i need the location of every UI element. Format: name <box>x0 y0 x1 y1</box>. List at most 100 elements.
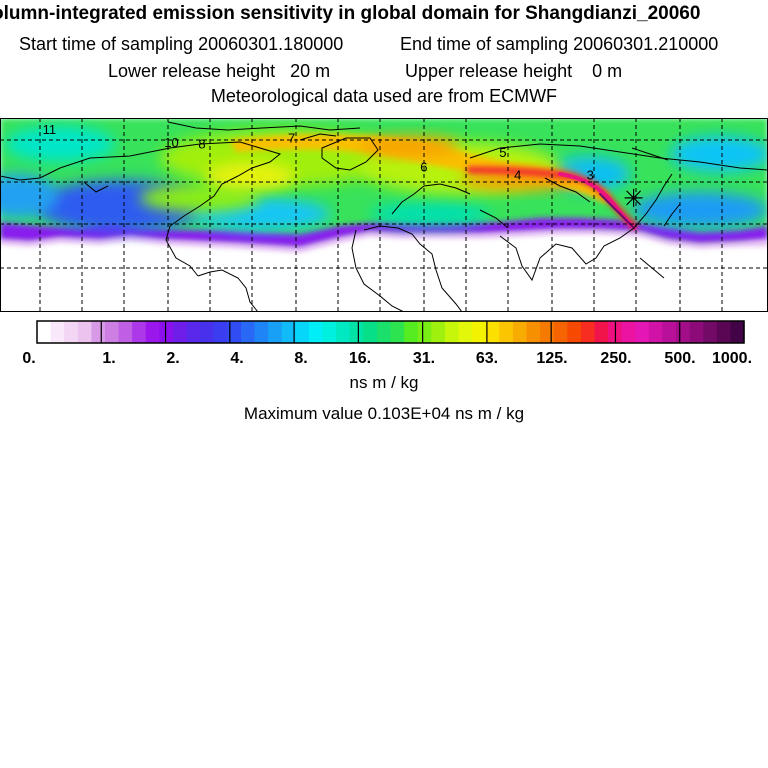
colorbar-cell <box>186 321 201 343</box>
contour-labels: 11 10 8 7 6 54 3 <box>43 122 594 182</box>
lower-release: Lower release height 20 m <box>108 60 330 82</box>
max-value-label: Maximum value 0.103E+04 ns m / kg <box>243 404 525 423</box>
colorbar-cell <box>540 321 555 343</box>
colorbar-tick-label: 125. <box>536 350 567 367</box>
plot-title: olumn-integrated emission sensitivity in… <box>0 3 701 24</box>
colorbar-cell <box>254 321 269 343</box>
colorbar-cell <box>240 321 256 343</box>
colorbar-tick-label: 1. <box>102 350 115 367</box>
end-time-value: 20060301.210000 <box>573 34 719 54</box>
colorbar-cell <box>458 321 473 343</box>
contour-label: 8 <box>198 137 205 152</box>
colorbar-tick-label: 500. <box>664 350 695 367</box>
colorbar-cell <box>37 321 52 343</box>
colorbar-cell <box>526 321 541 343</box>
upper-release-value: 0 m <box>592 61 623 81</box>
colorbar-cell <box>118 321 133 343</box>
colorbar-cell <box>512 321 528 343</box>
start-time: Start time of sampling 20060301.180000 <box>19 33 343 55</box>
colorbar-unit: ns m / kg <box>349 373 419 392</box>
colorbar-cell <box>444 321 460 343</box>
upper-release-label: Upper release height <box>405 61 573 81</box>
colorbar-tick-labels: 0. 1. 2. 4. 8. 16. 31. 63. 125. 250. 500. 1000. <box>22 350 752 367</box>
colorbar-tick-label: 1000. <box>712 350 752 367</box>
colorbar-cell <box>308 321 324 343</box>
emission-sensitivity-map: 11 10 8 7 6 54 3 <box>0 118 768 312</box>
colorbar-cell <box>553 321 568 343</box>
colorbar-cell <box>689 321 704 343</box>
colorbar-cell <box>213 321 228 343</box>
contour-label: 3 <box>587 167 594 182</box>
plume-fringe <box>0 230 768 252</box>
colorbar-cell <box>485 321 500 343</box>
lower-release-value: 20 m <box>290 61 331 81</box>
colorbar-cell <box>268 321 283 343</box>
contour-label: 10 <box>164 135 178 150</box>
colorbar-cell <box>417 321 432 343</box>
colorbar-tick-label: 250. <box>600 350 631 367</box>
colorbar-tick-label: 4. <box>230 350 243 367</box>
colorbar-cell <box>676 321 691 343</box>
colorbar-cell <box>145 321 160 343</box>
colorbar-cell <box>594 321 609 343</box>
colorbar-cell <box>404 321 419 343</box>
colorbar-cell <box>376 321 392 343</box>
contour-label: 6 <box>420 159 427 174</box>
upper-release: Upper release height 0 m <box>405 60 622 82</box>
colorbar-tick-label: 0. <box>22 350 35 367</box>
colorbar-cell <box>295 321 310 343</box>
colorbar-cell <box>431 321 446 343</box>
colorbar-cell <box>281 321 296 343</box>
end-time: End time of sampling 20060301.210000 <box>400 33 718 55</box>
colorbar-cell <box>77 321 92 343</box>
colorbar-cell <box>104 321 120 343</box>
colorbar-ticks <box>100 321 681 343</box>
receptor-stroke <box>626 190 642 206</box>
plume-edge <box>0 218 768 248</box>
contour-label: 4 <box>514 167 521 182</box>
colorbar-cell <box>322 321 337 343</box>
colorbar-tick-label: 63. <box>476 350 498 367</box>
start-time-label: Start time of sampling <box>19 34 194 54</box>
colorbar-cell <box>91 321 106 343</box>
colorbar-cell <box>64 321 79 343</box>
colorbar-cell <box>648 321 664 343</box>
colorbar-cell <box>499 321 514 343</box>
colorbar-cell <box>227 321 242 343</box>
colorbar-tick-label: 31. <box>413 350 435 367</box>
colorbar-cell <box>635 321 650 343</box>
contour-label: 11 <box>43 122 57 137</box>
colorbar-cell <box>132 321 147 343</box>
colorbar-tick-label: 8. <box>294 350 307 367</box>
colorbar-cell <box>390 321 405 343</box>
colorbar-cell <box>172 321 188 343</box>
start-time-value: 20060301.180000 <box>198 34 344 54</box>
colorbar-cell <box>703 321 718 343</box>
colorbar-cell <box>730 321 745 343</box>
colorbar: 0. 1. 2. 4. 8. 16. 31. 63. 125. 250. 500. 1000. <box>22 320 752 367</box>
colorbar-tick-label: 16. <box>349 350 371 367</box>
graticule <box>0 118 768 312</box>
meteo-source: Meteorological data used are from ECMWF <box>210 86 558 106</box>
colorbar-cell <box>336 321 351 343</box>
colorbar-cells <box>36 320 745 344</box>
colorbar-cell <box>567 321 582 343</box>
colorbar-cell <box>159 321 174 343</box>
end-time-label: End time of sampling <box>400 34 569 54</box>
colorbar-cell <box>662 321 677 343</box>
colorbar-cell <box>200 321 215 343</box>
colorbar-cell <box>580 321 596 343</box>
colorbar-cell <box>50 321 65 343</box>
colorbar-cell <box>716 321 732 343</box>
receptor-marker <box>624 188 643 207</box>
colorbar-tick-label: 2. <box>166 350 179 367</box>
colorbar-frame <box>36 320 745 344</box>
colorbar-cell <box>349 321 364 343</box>
contour-label: 7 <box>288 130 295 145</box>
lower-release-label: Lower release height <box>108 61 276 81</box>
colorbar-cell <box>621 321 636 343</box>
colorbar-cell <box>363 321 378 343</box>
colorbar-cell <box>472 321 487 343</box>
contour-label: 5 <box>499 145 506 160</box>
